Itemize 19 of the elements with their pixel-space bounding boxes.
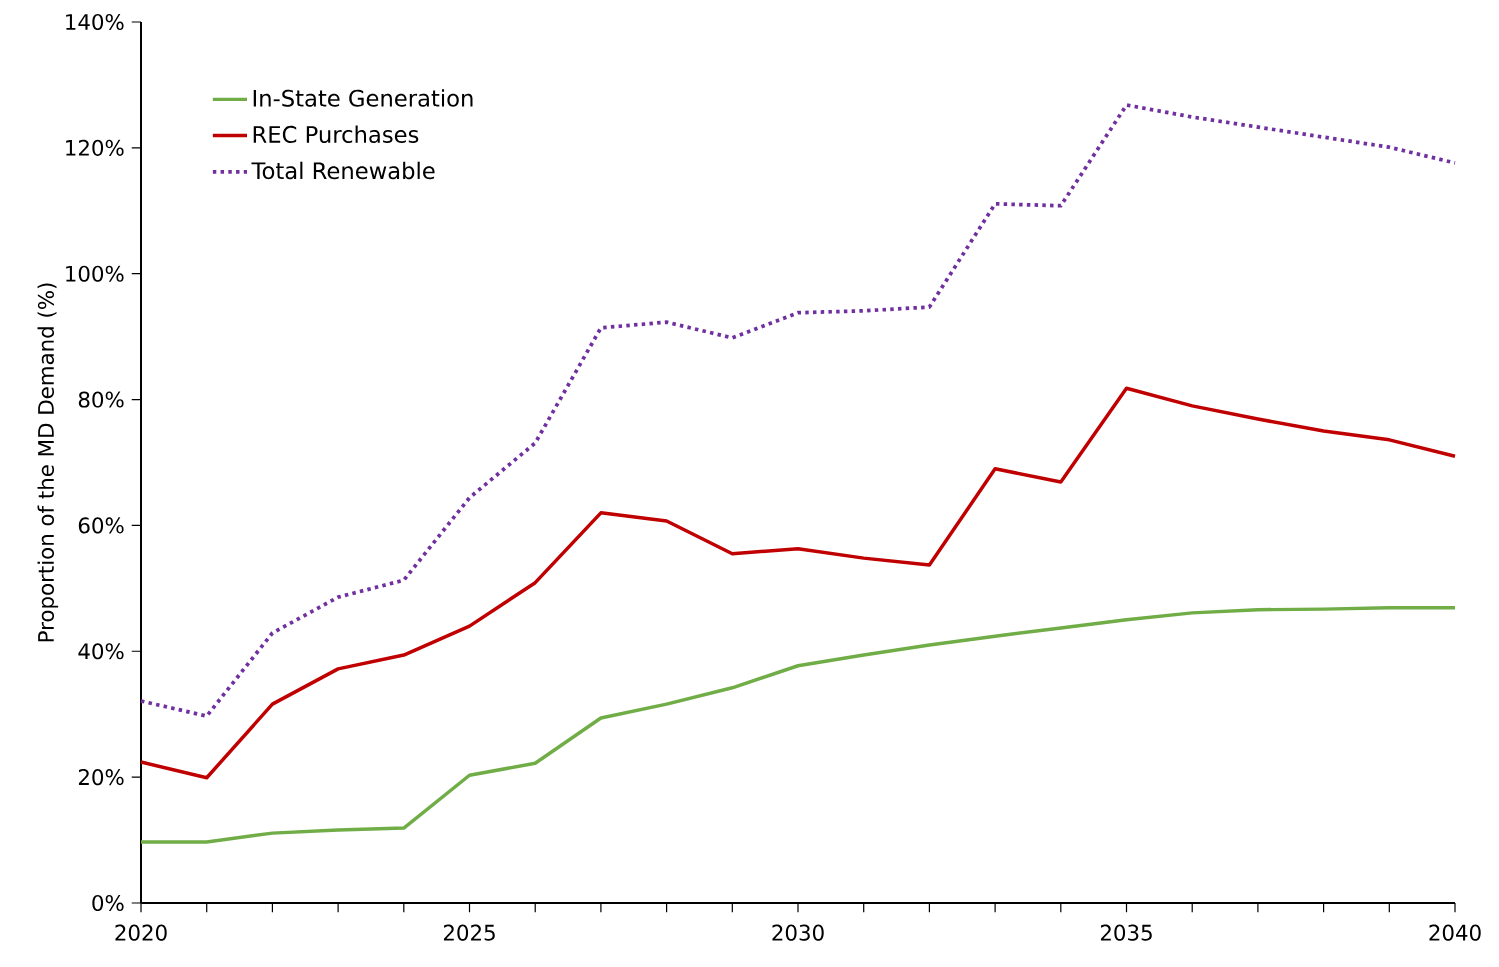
line-series [139,386,1457,780]
y-tick-label: 80% [78,391,124,408]
line-series [139,606,1457,844]
y-tick-label: 40% [78,643,124,660]
y-tick-label: 140% [66,13,124,31]
y-tick-label: 120% [66,139,124,156]
x-tick-label: 2035 [1100,924,1152,941]
x-tick-label: 2030 [772,924,824,941]
y-axis-title: Proportion of the MD Demand (%) [37,283,59,642]
legend-label: REC Purchases [253,125,419,144]
x-tick-label: 2020 [115,924,167,941]
y-tick-label: 60% [78,517,124,534]
legend-label: Total Renewable [251,161,435,180]
y-tick-label: 100% [66,265,124,282]
y-tick-label: 20% [78,769,124,786]
y-tick-label: 0% [92,894,124,912]
x-tick-label: 2040 [1429,924,1481,941]
legend-label: In-State Generation [253,89,473,107]
x-tick-label: 2025 [443,924,495,941]
